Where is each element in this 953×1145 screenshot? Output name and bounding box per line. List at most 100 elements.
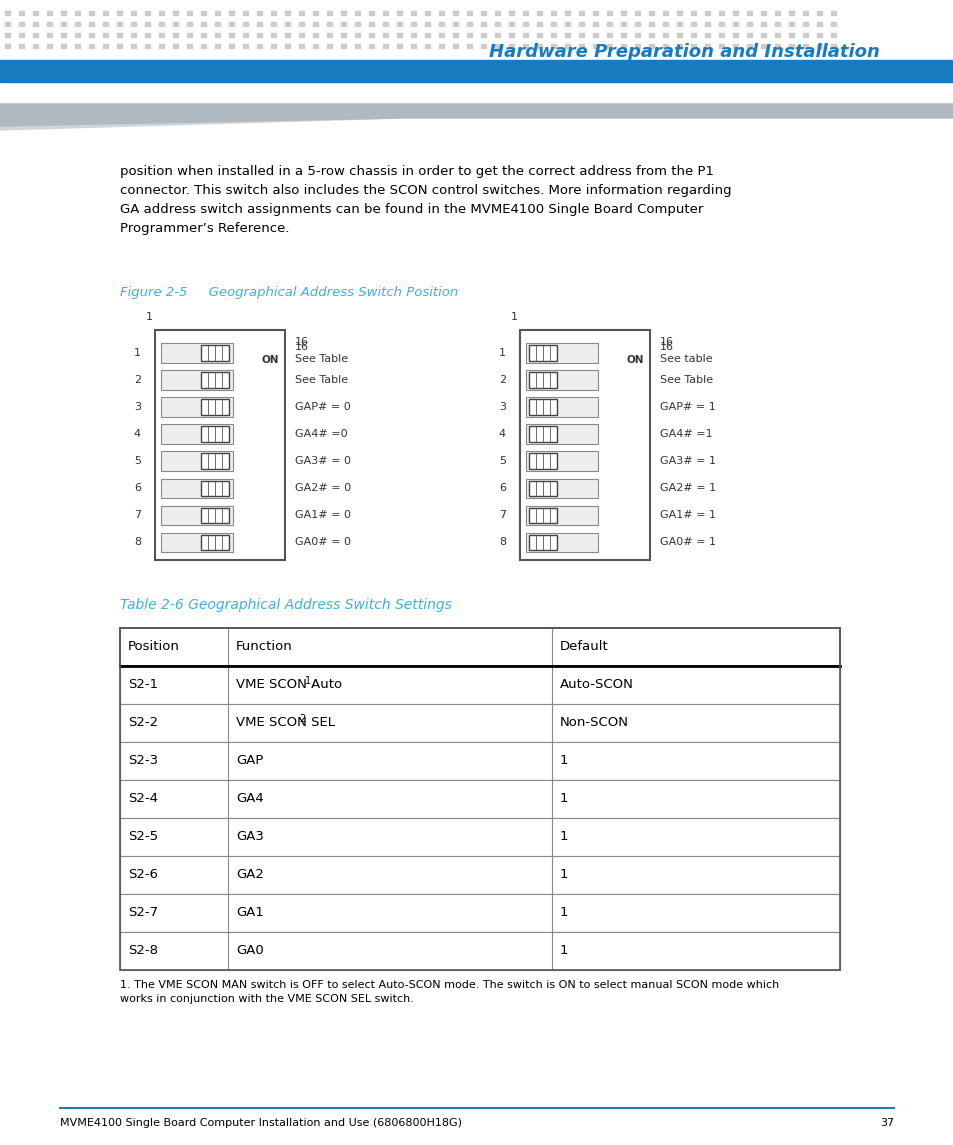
Bar [215,22,220,25]
Bar [132,11,136,15]
Text: 1: 1 [511,311,517,322]
Bar [578,22,584,25]
Bar [481,44,486,47]
Text: MVME4100 Single Board Computer Installation and Use (6806800H18G): MVME4100 Single Board Computer Installat… [60,1118,461,1128]
Bar [355,11,360,15]
Bar [635,22,639,25]
Bar [411,33,416,37]
Text: 16: 16 [659,337,673,347]
Bar [201,426,229,442]
Bar [173,11,178,15]
Text: GA2# = 0: GA2# = 0 [294,483,351,493]
Bar [48,44,52,47]
Bar [523,22,528,25]
Bar [48,22,52,25]
Bar [578,33,584,37]
Bar [578,11,584,15]
Bar [272,22,276,25]
Text: GAP# = 1: GAP# = 1 [659,402,715,412]
Bar [230,22,234,25]
Bar [453,33,458,37]
Text: 2: 2 [133,376,141,385]
Bar [299,11,304,15]
Bar [802,44,807,47]
Text: 8: 8 [133,537,141,547]
Bar [453,44,458,47]
Text: GA3# = 1: GA3# = 1 [659,456,716,466]
Bar [593,22,598,25]
Bar [425,11,430,15]
Bar [411,11,416,15]
Text: 1: 1 [305,676,311,686]
Bar [0,60,953,82]
Bar [75,44,80,47]
Bar [327,22,333,25]
Text: Table 2-6 Geographical Address Switch Settings: Table 2-6 Geographical Address Switch Se… [120,598,452,611]
Bar [243,33,248,37]
Bar [523,33,528,37]
Text: S2-6: S2-6 [128,869,158,882]
Bar [551,33,556,37]
Bar [201,22,206,25]
Bar [817,22,821,25]
Bar [528,481,557,496]
Bar [314,44,318,47]
Bar [327,11,333,15]
Bar [691,11,696,15]
Bar [103,33,109,37]
Bar [831,44,836,47]
Bar [789,22,794,25]
Bar [188,44,193,47]
Bar [188,11,193,15]
Text: 6: 6 [498,483,505,493]
Bar [802,22,807,25]
Bar [117,33,122,37]
Bar [526,344,598,363]
Bar [425,22,430,25]
Bar [495,33,500,37]
Bar [120,818,840,856]
Bar [154,330,285,560]
Bar [61,44,67,47]
Bar [215,11,220,15]
Bar [90,22,94,25]
Bar [481,22,486,25]
Bar [528,507,557,523]
Bar [775,11,780,15]
Bar [495,44,500,47]
Bar [495,11,500,15]
Bar [120,932,840,970]
Bar [528,400,557,414]
Bar [243,44,248,47]
Bar [161,425,233,444]
Bar [425,33,430,37]
Bar [733,33,738,37]
Bar [230,33,234,37]
Bar [243,11,248,15]
Bar [649,11,654,15]
Bar [117,22,122,25]
Bar [662,44,668,47]
Bar [528,346,557,361]
Bar [662,33,668,37]
Text: S2-4: S2-4 [128,792,158,805]
Bar [705,11,710,15]
Bar [691,22,696,25]
Text: 1: 1 [559,945,568,957]
Bar [103,22,109,25]
Bar [831,11,836,15]
Bar [565,33,570,37]
Text: 16
See table: 16 See table [659,342,712,364]
Bar [355,22,360,25]
Text: Default: Default [559,640,608,654]
Bar [201,372,229,388]
Text: VME SCON Auto: VME SCON Auto [235,679,342,692]
Bar [537,44,542,47]
Bar [272,44,276,47]
Bar [551,22,556,25]
Bar [677,11,681,15]
Bar [61,22,67,25]
Bar [528,372,557,388]
Text: S2-3: S2-3 [128,755,158,767]
Bar [425,44,430,47]
